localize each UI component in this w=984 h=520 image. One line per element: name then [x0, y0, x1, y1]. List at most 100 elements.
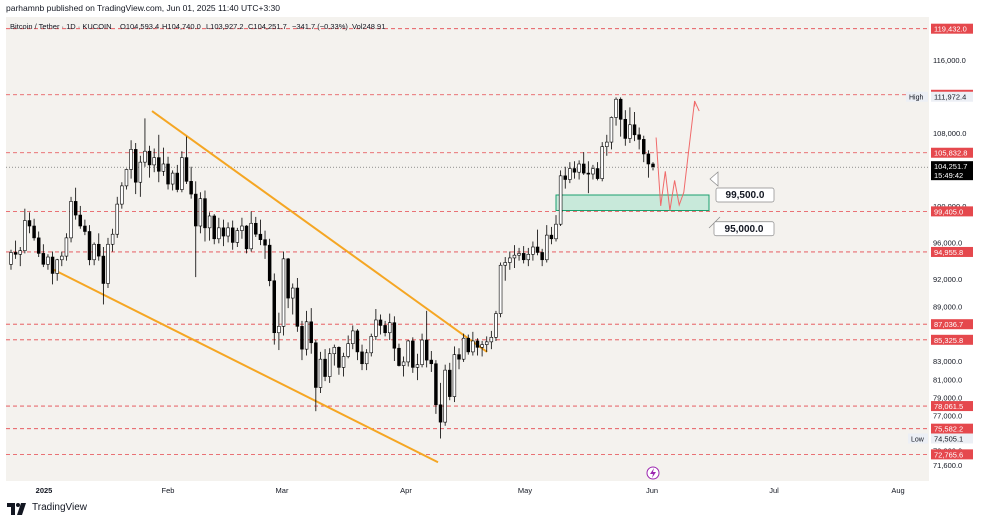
candle[interactable] — [69, 196, 73, 243]
candle[interactable] — [101, 246, 106, 305]
candle[interactable] — [249, 211, 253, 252]
candle[interactable] — [337, 346, 341, 375]
candle[interactable] — [194, 181, 198, 278]
candle[interactable] — [147, 145, 152, 178]
candle[interactable] — [637, 127, 641, 150]
candle[interactable] — [558, 170, 563, 227]
candle[interactable] — [364, 349, 369, 371]
channel-upper-line[interactable] — [151, 110, 488, 353]
candle[interactable] — [415, 353, 420, 381]
candle[interactable] — [161, 147, 166, 176]
candle[interactable] — [383, 320, 387, 337]
candle[interactable] — [170, 170, 175, 191]
candle[interactable] — [406, 340, 410, 367]
candle[interactable] — [73, 187, 78, 220]
candle[interactable] — [50, 251, 55, 285]
channel-lower-line[interactable] — [51, 267, 439, 464]
candle[interactable] — [618, 97, 623, 137]
candle[interactable] — [600, 142, 604, 182]
candle[interactable] — [480, 340, 484, 357]
candle[interactable] — [434, 360, 438, 414]
candle[interactable] — [549, 226, 554, 245]
candle[interactable] — [508, 251, 512, 270]
candle[interactable] — [424, 310, 429, 368]
candle[interactable] — [217, 217, 221, 244]
candle[interactable] — [207, 212, 212, 241]
candle[interactable] — [591, 164, 595, 180]
candle[interactable] — [461, 333, 466, 362]
candle[interactable] — [240, 217, 244, 239]
candle[interactable] — [392, 316, 397, 362]
candle[interactable] — [18, 246, 22, 267]
candle[interactable] — [609, 116, 614, 150]
candle[interactable] — [180, 151, 184, 193]
candle[interactable] — [13, 240, 18, 259]
candle[interactable] — [106, 237, 110, 289]
candle[interactable] — [300, 320, 304, 361]
candle[interactable] — [78, 205, 83, 229]
candle[interactable] — [83, 219, 87, 236]
candle[interactable] — [157, 134, 161, 183]
candle[interactable] — [258, 219, 263, 246]
plot-background[interactable] — [6, 17, 929, 481]
candle[interactable] — [291, 283, 295, 315]
candle[interactable] — [369, 333, 373, 357]
candle[interactable] — [281, 251, 286, 336]
candle[interactable] — [9, 249, 13, 270]
candle[interactable] — [632, 111, 637, 142]
candle[interactable] — [563, 166, 567, 189]
candle[interactable] — [554, 215, 558, 242]
forecast-path[interactable] — [655, 100, 696, 211]
candle[interactable] — [586, 161, 591, 194]
candle[interactable] — [503, 257, 507, 281]
candle[interactable] — [346, 335, 350, 359]
callout-99500[interactable]: 99,500.0 — [709, 171, 775, 203]
candle[interactable] — [295, 278, 300, 332]
candle[interactable] — [267, 238, 272, 287]
candle[interactable] — [110, 228, 115, 252]
candle[interactable] — [46, 254, 50, 270]
candle[interactable] — [475, 338, 480, 356]
time-axis[interactable] — [0, 481, 984, 499]
candle[interactable] — [471, 331, 475, 356]
candle[interactable] — [309, 308, 313, 354]
candle[interactable] — [323, 349, 327, 382]
candle[interactable] — [341, 352, 346, 377]
candle[interactable] — [36, 231, 41, 258]
candle[interactable] — [577, 160, 581, 180]
candle[interactable] — [60, 251, 64, 267]
lightning-icon[interactable] — [646, 466, 660, 480]
candle[interactable] — [540, 248, 544, 267]
candle[interactable] — [498, 262, 503, 318]
candle[interactable] — [203, 190, 207, 242]
candle[interactable] — [595, 162, 600, 181]
candle[interactable] — [230, 220, 235, 250]
candle[interactable] — [226, 222, 230, 243]
candle[interactable] — [489, 330, 494, 350]
candle[interactable] — [286, 257, 290, 309]
candle[interactable] — [64, 233, 69, 261]
candle[interactable] — [212, 214, 216, 245]
candle[interactable] — [27, 212, 32, 234]
candle[interactable] — [517, 247, 521, 261]
candle[interactable] — [327, 348, 332, 383]
candle[interactable] — [235, 227, 240, 247]
candle[interactable] — [494, 310, 498, 341]
candle[interactable] — [628, 107, 632, 144]
candle[interactable] — [304, 310, 309, 356]
candle[interactable] — [152, 148, 156, 173]
candle[interactable] — [166, 156, 170, 190]
candle[interactable] — [457, 348, 461, 370]
candle[interactable] — [41, 244, 46, 268]
candle[interactable] — [263, 230, 267, 259]
candle[interactable] — [531, 241, 535, 261]
candle[interactable] — [545, 225, 549, 263]
candle[interactable] — [378, 314, 383, 335]
candle[interactable] — [23, 208, 27, 254]
candle[interactable] — [120, 182, 124, 209]
candle[interactable] — [646, 150, 651, 178]
candle[interactable] — [355, 329, 360, 361]
candle[interactable] — [614, 97, 618, 126]
candle[interactable] — [124, 168, 129, 190]
